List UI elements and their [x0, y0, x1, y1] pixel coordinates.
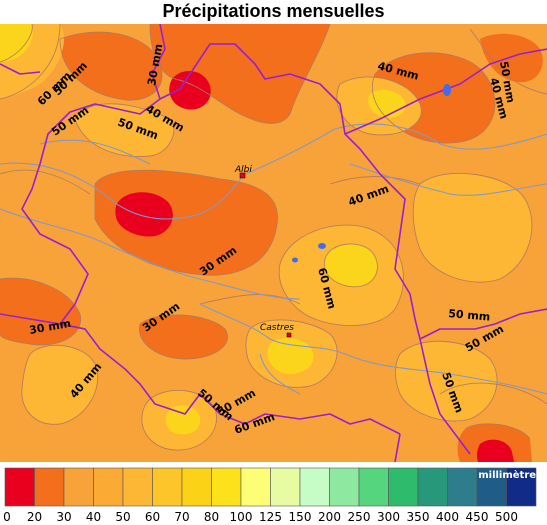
zone-50mm-corner — [0, 24, 33, 62]
zone-50mm-east — [413, 173, 532, 283]
zone-30mm-west — [0, 278, 81, 345]
legend-swatch — [358, 467, 389, 507]
legend-swatch — [152, 467, 183, 507]
city-albi: Albi — [234, 165, 252, 179]
lake-south — [292, 257, 298, 263]
zone-50mm-southeast — [395, 341, 498, 422]
zone-20mm-southeast — [476, 439, 514, 462]
lake-east — [443, 84, 451, 96]
legend-tick-label: 0 — [3, 510, 11, 524]
department-borders — [0, 24, 547, 462]
city-castres: Castres — [260, 323, 294, 338]
legend-swatch — [299, 467, 330, 507]
map-title: Précipitations mensuelles — [162, 1, 385, 21]
legend-tick-label: 200 — [318, 510, 341, 524]
legend-tick-label: 500 — [495, 510, 518, 524]
legend-tick-label: 125 — [259, 510, 282, 524]
legend-tick-label: 100 — [230, 510, 253, 524]
color-legend: millimètres 0 20 30 40 50 60 70 80 100 125 150 200 2… — [3, 467, 542, 524]
legend-swatches — [4, 467, 537, 507]
zone-60mm-south — [165, 405, 201, 435]
zone-30mm-northeast — [480, 33, 543, 83]
zone-30mm-northwest — [60, 32, 162, 101]
lakes — [292, 84, 451, 263]
legend-tick-label: 450 — [466, 510, 489, 524]
legend-tick-label: 350 — [407, 510, 430, 524]
legend-swatch — [63, 467, 94, 507]
zone-60mm-core — [324, 243, 378, 287]
legend-tick-label: 60 — [145, 510, 160, 524]
legend-swatch — [240, 467, 271, 507]
legend-tick-label: 20 — [27, 510, 42, 524]
legend-swatch — [211, 467, 242, 507]
legend-swatch — [181, 467, 212, 507]
legend-swatch — [417, 467, 448, 507]
legend-unit-label: millimètres — [478, 469, 542, 481]
legend-swatch — [34, 467, 65, 507]
legend-tick-label: 30 — [56, 510, 71, 524]
zone-60mm-castres — [267, 338, 314, 374]
legend-tick-label: 400 — [436, 510, 459, 524]
lake-center — [318, 243, 326, 249]
legend-swatch — [506, 467, 537, 507]
legend-tick-label: 40 — [86, 510, 101, 524]
legend-ticks: 0 20 30 40 50 60 70 80 100 125 150 200 250 300 350 400 4… — [3, 510, 518, 524]
contour-lines — [0, 24, 547, 451]
legend-swatch — [388, 467, 419, 507]
legend-swatch — [329, 467, 360, 507]
legend-swatch — [4, 467, 35, 507]
legend-swatch — [447, 467, 478, 507]
zone-20mm-north — [169, 70, 211, 110]
legend-swatch — [270, 467, 301, 507]
legend-tick-label: 50 — [115, 510, 130, 524]
precipitation-map: Albi Castres 60 mm 50 mm 30 mm 50 mm 40 … — [0, 24, 547, 462]
legend-swatch — [476, 467, 507, 507]
city-label-albi: Albi — [234, 165, 252, 175]
legend-tick-label: 70 — [174, 510, 189, 524]
legend-tick-label: 150 — [289, 510, 312, 524]
zone-30mm-north — [150, 24, 330, 124]
zone-50mm-southwest — [21, 345, 98, 425]
legend-tick-label: 250 — [348, 510, 371, 524]
legend-swatch — [93, 467, 124, 507]
zone-20mm-center — [115, 192, 173, 237]
legend-tick-label: 300 — [377, 510, 400, 524]
legend-tick-label: 80 — [204, 510, 219, 524]
zone-30mm-southcenter — [139, 314, 228, 359]
rivers — [0, 123, 547, 395]
legend-swatch — [122, 467, 153, 507]
city-label-castres: Castres — [260, 323, 294, 333]
contour-label: 50 mm — [448, 307, 491, 324]
